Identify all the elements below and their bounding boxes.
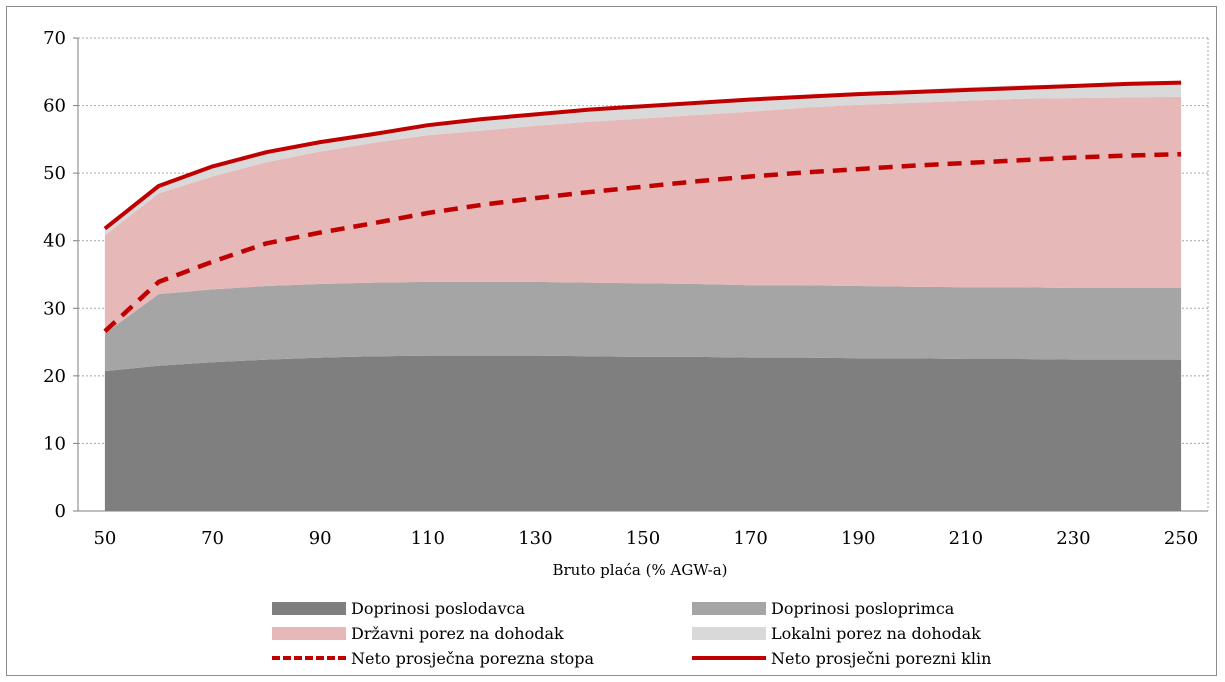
y-tick-label: 20 bbox=[43, 366, 66, 387]
y-tick-label: 70 bbox=[43, 28, 66, 49]
chart-plot: 0 10 20 30 40 50 60 70 50 70 90 110 130 150 170 190 210 2… bbox=[43, 28, 1209, 579]
legend-item-doprinosi-posloprimca: Doprinosi posloprimca bbox=[692, 598, 954, 618]
area-doprinosi-poslodavca bbox=[104, 355, 1182, 511]
legend-label: Lokalni porez na dohodak bbox=[771, 623, 981, 643]
y-tick-label: 50 bbox=[43, 163, 66, 184]
x-tick-label: 70 bbox=[201, 528, 224, 549]
legend-label: Državni porez na dohodak bbox=[351, 623, 564, 643]
axes: 0 10 20 30 40 50 60 70 50 70 90 110 130 150 170 190 210 2… bbox=[43, 28, 1208, 549]
y-tick-label: 0 bbox=[55, 501, 66, 522]
legend-item-neto-klin: Neto prosječni porezni klin bbox=[692, 648, 991, 668]
legend-swatch-doprinosi-posloprimca bbox=[692, 601, 766, 615]
legend: Doprinosi poslodavca Doprinosi posloprim… bbox=[272, 598, 1032, 678]
x-tick-label: 210 bbox=[949, 528, 983, 549]
legend-label: Doprinosi poslodavca bbox=[351, 598, 525, 618]
legend-swatch-neto-klin bbox=[692, 656, 766, 660]
line-neto-prosje-na-porezna-stopa bbox=[103, 151, 1182, 333]
legend-item-neto-stopa: Neto prosječna porezna stopa bbox=[272, 648, 594, 668]
x-tick-label: 190 bbox=[841, 528, 875, 549]
y-tick-label: 10 bbox=[43, 433, 66, 454]
legend-item-drzavni-porez: Državni porez na dohodak bbox=[272, 623, 564, 643]
legend-swatch-doprinosi-poslodavca bbox=[272, 601, 346, 615]
line-neto-prosje-ni-porezni-klin bbox=[103, 80, 1182, 231]
legend-label: Neto prosječna porezna stopa bbox=[351, 648, 595, 668]
legend-item-lokalni-porez: Lokalni porez na dohodak bbox=[692, 623, 981, 643]
y-tick-label: 30 bbox=[43, 298, 66, 319]
line-series bbox=[103, 80, 1182, 333]
x-tick-label: 130 bbox=[518, 528, 552, 549]
stacked-areas bbox=[104, 82, 1182, 511]
x-tick-label: 250 bbox=[1164, 528, 1198, 549]
x-tick-label: 110 bbox=[411, 528, 445, 549]
x-axis-title: Bruto plaća (% AGW-a) bbox=[552, 561, 727, 579]
area-doprinosi-posloprimca bbox=[104, 281, 1182, 372]
area-lokalni-porez-na-dohodak bbox=[104, 82, 1182, 236]
legend-swatch-drzavni-porez bbox=[272, 626, 346, 640]
y-tick-label: 60 bbox=[43, 96, 66, 117]
legend-label: Doprinosi posloprimca bbox=[771, 598, 955, 618]
legend-label: Neto prosječni porezni klin bbox=[771, 648, 992, 668]
legend-item-doprinosi-poslodavca: Doprinosi poslodavca bbox=[272, 598, 525, 618]
x-tick-label: 50 bbox=[93, 528, 116, 549]
x-tick-label: 150 bbox=[626, 528, 660, 549]
x-tick-label: 90 bbox=[309, 528, 332, 549]
legend-swatch-neto-stopa bbox=[272, 656, 346, 660]
area-dr-avni-porez-na-dohodak bbox=[104, 96, 1182, 334]
x-tick-label: 170 bbox=[733, 528, 767, 549]
y-tick-label: 40 bbox=[43, 231, 66, 252]
legend-swatch-lokalni-porez bbox=[692, 626, 766, 640]
x-tick-label: 230 bbox=[1056, 528, 1090, 549]
